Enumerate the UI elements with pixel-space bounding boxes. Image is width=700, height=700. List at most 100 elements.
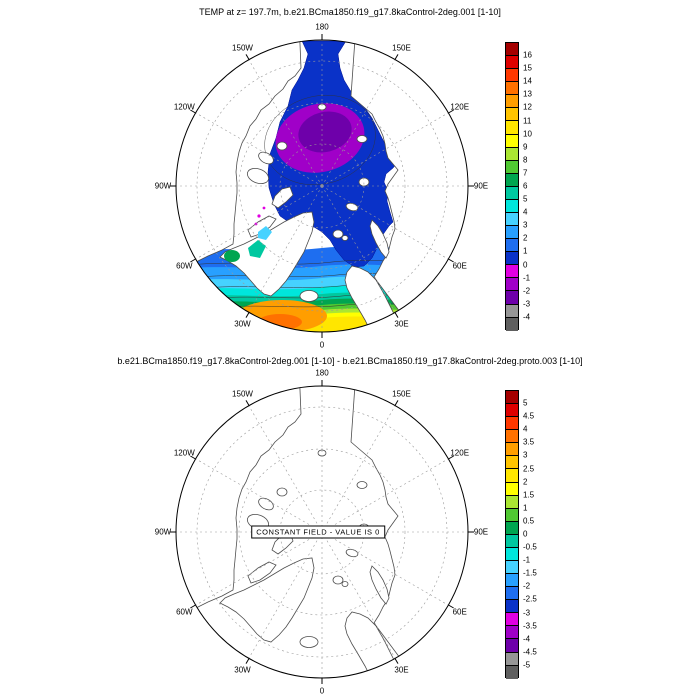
top-map-canvas <box>170 34 474 338</box>
colorbar-box <box>506 147 518 161</box>
longitude-label: 30E <box>394 665 409 675</box>
longitude-label: 0 <box>319 340 325 350</box>
cold-core-inner <box>298 111 352 153</box>
longitude-label: 30W <box>234 665 251 675</box>
top-map: 180 150E 120E 90E 60E 30E 0 30W 60W 90W 120W 150W <box>142 6 502 366</box>
longitude-label: 30E <box>394 319 409 329</box>
longitude-label: 90W <box>154 527 172 537</box>
colorbar-tick-label: -2.5 <box>523 594 537 604</box>
colorbar-tick-label: 2 <box>523 233 528 243</box>
colorbar-labels: 16 15 14 13 12 11 10 9 8 7 6 5 4 3 2 1 0 -1 -2 -3 -4 <box>523 42 563 330</box>
colorbar-tick-label: -3.5 <box>523 621 537 631</box>
tick-mark <box>448 109 454 114</box>
colorbar-tick-label: 4 <box>523 424 528 434</box>
colorbar-box <box>506 482 518 496</box>
longitude-label: 120W <box>173 448 195 457</box>
colorbar-tick-label: 9 <box>523 142 528 152</box>
colorbar-box <box>506 213 518 227</box>
colorbar-box <box>506 469 518 483</box>
tick-mark <box>394 658 399 664</box>
colorbar-box <box>506 304 518 318</box>
colorbar-tick-label: 1.5 <box>523 490 535 500</box>
longitude-label: 30W <box>234 319 251 329</box>
longitude-label: 60E <box>452 261 467 270</box>
longitude-label: 60W <box>176 607 193 616</box>
colorbar-labels: 5 4.5 4 3.5 3 2.5 2 1.5 1 0.5 0 -0.5 -1 -1.5 -2 -2.5 -3 -… <box>523 390 563 678</box>
longitude-label: 150W <box>232 389 253 399</box>
colorbar-tick-label: 2 <box>523 477 528 487</box>
colorbar-box <box>506 226 518 240</box>
longitude-label: 180 <box>315 22 329 32</box>
colorbar-tick-label: 12 <box>523 102 532 112</box>
tick-mark <box>448 258 454 263</box>
colorbar-tick-label: -3 <box>523 608 531 618</box>
colorbar-tick-label: -3 <box>523 299 531 309</box>
colorbar-tick-label: 0.5 <box>523 516 535 526</box>
colorbar-box <box>506 56 518 70</box>
longitude-label: 0 <box>319 686 325 696</box>
longitude-label: 120E <box>450 448 470 457</box>
tick-mark <box>245 54 250 60</box>
longitude-label: 90E <box>473 181 489 191</box>
colorbar-tick-label: 7 <box>523 168 528 178</box>
colorbar-box <box>506 626 518 640</box>
colorbar-tick-label: 3.5 <box>523 437 535 447</box>
colorbar-tick-label: 8 <box>523 155 528 165</box>
colorbar-box <box>506 252 518 266</box>
colorbar-tick-label: 5 <box>523 398 528 408</box>
colorbar-tick-label: -4 <box>523 634 531 644</box>
colorbar-box <box>506 665 518 679</box>
tick-mark <box>245 658 250 664</box>
colorbar-boxes <box>505 390 519 679</box>
colorbar-tick-label: 13 <box>523 89 532 99</box>
colorbar-box <box>506 134 518 148</box>
colorbar-box <box>506 561 518 575</box>
tick-mark <box>245 400 250 406</box>
colorbar-tick-label: -5 <box>523 660 531 670</box>
tick-mark <box>394 400 399 406</box>
colorbar-box <box>506 508 518 522</box>
longitude-label: 150E <box>392 43 411 53</box>
longitude-label: 180 <box>315 368 329 378</box>
colorbar-box <box>506 317 518 331</box>
tick-mark <box>190 258 196 263</box>
colorbar-box <box>506 108 518 122</box>
tick-mark <box>394 54 399 60</box>
constant-field-note: CONSTANT FIELD - VALUE IS 0 <box>251 525 385 539</box>
top-plot-title: TEMP at z= 197.7m, b.e21.BCma1850.f19_g1… <box>199 7 501 17</box>
longitude-label: 150W <box>232 43 253 53</box>
colorbar-box <box>506 534 518 548</box>
colorbar-box <box>506 265 518 279</box>
colorbar-box <box>506 391 518 405</box>
longitude-label: 90W <box>154 181 172 191</box>
colorbar-tick-label: 3 <box>523 220 528 230</box>
tick-mark <box>190 604 196 609</box>
colorbar-tick-label: 15 <box>523 63 532 73</box>
colorbar-box <box>506 404 518 418</box>
bottom-map-canvas <box>170 380 474 684</box>
colorbar-tick-label: -4 <box>523 312 531 322</box>
tick-mark <box>394 312 399 318</box>
colorbar-tick-label: -2 <box>523 286 531 296</box>
colorbar-box <box>506 291 518 305</box>
colorbar-tick-label: -2 <box>523 581 531 591</box>
bottom-map: 180 150E 120E 90E 60E 30E 0 30W 60W 90W 120W 150W <box>142 352 502 700</box>
longitude-label: 90E <box>473 527 489 537</box>
colorbar-box <box>506 43 518 57</box>
colorbar-tick-label: 1 <box>523 246 528 256</box>
colorbar-box <box>506 160 518 174</box>
colorbar-tick-label: 4 <box>523 207 528 217</box>
colorbar-box <box>506 600 518 614</box>
colorbar-tick-label: 14 <box>523 76 532 86</box>
colorbar-box <box>506 639 518 653</box>
colorbar-tick-label: 0 <box>523 260 528 270</box>
colorbar-box <box>506 652 518 666</box>
colorbar-tick-label: 2.5 <box>523 464 535 474</box>
colorbar-box <box>506 521 518 535</box>
meridian-ticks <box>170 380 474 684</box>
longitude-label: 120W <box>173 102 195 111</box>
tick-mark <box>245 312 250 318</box>
colorbar-box <box>506 613 518 627</box>
colorbar-tick-label: 10 <box>523 129 532 139</box>
